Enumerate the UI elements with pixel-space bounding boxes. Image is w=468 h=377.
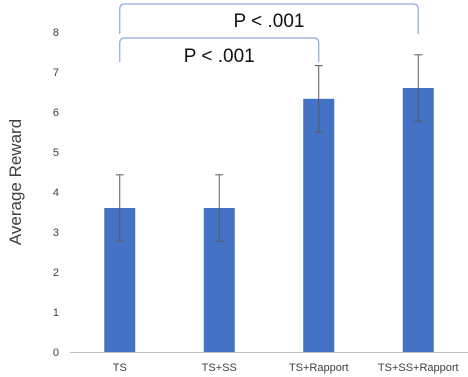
bar [402, 88, 434, 352]
significance-bracket [119, 37, 320, 62]
y-tick-label: 2 [53, 267, 59, 279]
bars [104, 54, 434, 352]
y-tick-label: 6 [53, 107, 59, 119]
x-tick-label: TS [113, 362, 127, 374]
y-tick-label: 8 [53, 27, 59, 39]
x-tick-label: TS+Rapport [289, 362, 349, 374]
y-tick-label: 4 [53, 187, 59, 199]
x-tick-label: TS+SS [202, 362, 237, 374]
y-tick-label: 3 [53, 227, 59, 239]
bar [303, 98, 335, 352]
y-axis-title: Average Reward [6, 119, 25, 245]
y-tick-label: 1 [53, 307, 59, 319]
x-tick-label: TS+SS+Rapport [378, 362, 459, 374]
y-axis-ticks: 0 1 2 3 4 5 6 7 8 [53, 27, 59, 359]
significance-label: P < .001 [184, 46, 255, 67]
y-tick-label: 5 [53, 147, 59, 159]
y-tick-label: 0 [53, 347, 59, 359]
x-axis-labels: TS TS+SS TS+Rapport TS+SS+Rapport [113, 362, 459, 374]
significance-label: P < .001 [234, 11, 305, 32]
y-tick-label: 7 [53, 67, 59, 79]
significance-bracket [119, 3, 419, 34]
significance-brackets: P < .001 P < .001 [119, 3, 419, 67]
